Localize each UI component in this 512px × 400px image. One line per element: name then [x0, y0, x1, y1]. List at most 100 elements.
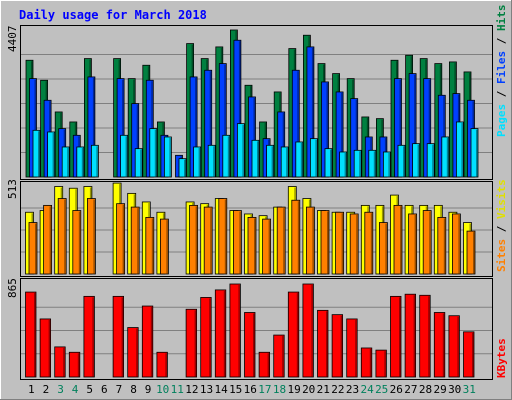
bar-pages-day-16 [251, 139, 260, 178]
bar-sites-day-27-shade [414, 214, 417, 274]
x-tick-label: 14 [214, 383, 228, 396]
bar-sites-day-24 [364, 211, 374, 275]
bar-kbytes-day-8 [127, 327, 139, 378]
bar-sites-day-31 [466, 230, 476, 275]
bar-sites-day-18-shade [283, 208, 285, 274]
bar-pages-day-9 [149, 128, 158, 178]
legend-sep-2: / [495, 31, 508, 51]
x-tick-label: 27 [404, 383, 417, 396]
x-tick-label: 24 [360, 383, 374, 396]
chart-title: Daily usage for March 2018 [19, 8, 207, 22]
bar-sites-day-7 [116, 203, 125, 275]
bar-pages-day-5 [91, 144, 99, 178]
bar-sites-day-25 [378, 222, 388, 275]
bar-kbytes-day-20-shade [311, 285, 313, 377]
bar-sites-day-17-shade [268, 220, 271, 274]
bar-kbytes-day-29-shade [442, 313, 445, 377]
x-tick-label: 4 [72, 383, 79, 396]
bar-sites-day-15 [232, 210, 242, 275]
bar-kbytes-day-12-shade [194, 310, 197, 377]
bar-files-day-18-shade [282, 112, 285, 177]
x-tick-label: 2 [43, 383, 50, 396]
bar-pages-day-29 [441, 136, 450, 178]
bar-sites-day-25-shade [385, 223, 387, 274]
bar-pages-day-31 [470, 128, 479, 178]
legend-sep-3: / [495, 219, 508, 239]
bar-sites-day-2-shade [49, 206, 52, 274]
bar-sites-day-21 [320, 210, 330, 275]
bar-files-day-12-shade [195, 77, 197, 177]
bar-pages-day-7 [120, 134, 128, 178]
bar-kbytes-day-24 [360, 347, 373, 378]
bar-kbytes-day-3-shade [63, 347, 65, 377]
bar-files-day-27-shade [414, 74, 416, 177]
bar-sites-day-20-shade [312, 208, 314, 274]
bar-sites-day-16-shade [254, 218, 256, 274]
bar-sites-day-18 [276, 206, 286, 275]
bar-sites-day-20 [305, 206, 315, 275]
bar-sites-day-13-shade [210, 208, 212, 274]
bar-sites-day-2 [43, 204, 52, 275]
bar-sites-day-5 [87, 198, 96, 275]
legend-pages: Pages [495, 104, 508, 137]
bar-sites-day-29 [437, 216, 447, 275]
x-tick-label: 8 [130, 383, 137, 396]
bar-pages-day-20 [309, 138, 318, 178]
bar-pages-day-26 [397, 144, 406, 178]
bar-kbytes-day-20 [302, 283, 314, 378]
bar-sites-day-9-shade [151, 218, 154, 274]
bar-pages-day-22 [339, 151, 348, 178]
x-tick-label: 6 [101, 383, 108, 396]
bar-files-day-19-shade [297, 71, 299, 177]
bar-sites-day-28 [422, 210, 432, 275]
bar-pages-day-14 [222, 134, 231, 178]
bar-pages-day-17 [266, 144, 275, 178]
bar-sites-day-30-shade [458, 214, 460, 274]
bar-kbytes-day-28-shade [428, 296, 430, 377]
bar-sites-day-4-shade [78, 211, 81, 274]
bar-kbytes-day-12 [185, 308, 198, 378]
x-tick-label: 21 [317, 383, 330, 396]
bar-kbytes-day-27-shade [413, 295, 416, 377]
x-tick-label: 5 [86, 383, 93, 396]
bar-pages-day-12 [193, 146, 202, 178]
bar-pages-day-4 [76, 146, 85, 178]
bar-pages-day-8 [134, 148, 143, 178]
bar-pages-day-18 [280, 146, 289, 178]
bar-files-day-1-shade [34, 79, 36, 177]
bar-sites-day-17 [262, 218, 272, 275]
bar-kbytes-day-2 [39, 318, 51, 378]
bar-kbytes-day-22 [331, 314, 344, 378]
bar-pages-day-26-shade [403, 146, 405, 177]
bar-pages-day-20-shade [315, 139, 317, 177]
bar-sites-day-9 [145, 216, 155, 275]
bar-pages-day-3 [61, 146, 70, 178]
x-tick-label: 19 [287, 383, 300, 396]
bar-pages-day-4-shade [81, 147, 84, 177]
bar-sites-day-22-shade [341, 213, 344, 274]
bar-pages-day-21-shade [330, 149, 332, 177]
bar-sites-day-10 [159, 218, 169, 275]
bar-kbytes-day-21-shade [326, 311, 328, 377]
legend-hits: Hits [495, 5, 508, 32]
bar-sites-day-7-shade [122, 204, 125, 274]
bar-files-day-7-shade [122, 79, 124, 177]
x-axis-labels: 1 2 3 4 5 6 7 8 9 10 11 12 13 14 15 16 17 18 19 20 21 22 23 24 2… [28, 383, 476, 396]
bar-files-day-8-shade [136, 104, 139, 177]
x-tick-label: 13 [200, 383, 213, 396]
x-tick-label: 9 [145, 383, 152, 396]
bar-files-day-22-shade [341, 92, 343, 177]
bar-kbytes-day-13-shade [209, 298, 211, 377]
x-tick-label: 28 [419, 383, 432, 396]
bar-pages-day-8-shade [140, 149, 142, 177]
bar-pages-day-11 [178, 158, 187, 178]
bar-pages-day-22-shade [344, 152, 347, 177]
bar-files-day-15-shade [238, 41, 241, 177]
bar-sites-day-30 [451, 213, 461, 275]
bar-pages-day-17-shade [271, 146, 274, 177]
bar-pages-day-24-shade [373, 151, 376, 177]
bar-pages-day-1-shade [38, 131, 40, 177]
bar-sites-day-14 [218, 198, 228, 275]
bar-kbytes-day-30-shade [457, 316, 459, 377]
